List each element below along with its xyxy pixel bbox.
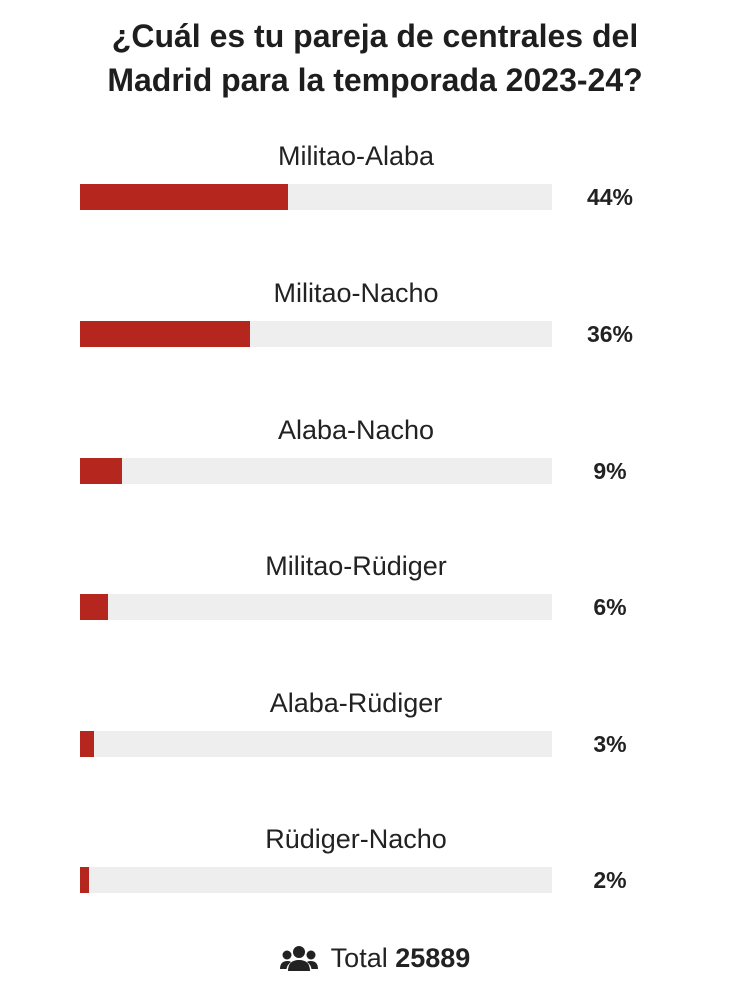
poll-option-percent: 36% [586, 321, 634, 347]
poll-option-label: Alaba-Nacho [277, 415, 435, 445]
poll-option-label: Rüdiger-Nacho [265, 824, 447, 854]
poll-total: Total 25889 [0, 940, 750, 980]
poll-option-militao-alaba[interactable]: Militao-Alaba 44% [0, 140, 750, 220]
poll-option-militao-rudiger[interactable]: Militao-Rüdiger 6% [0, 550, 750, 630]
poll-bar-track [80, 458, 552, 484]
poll-question: ¿Cuál es tu pareja de centrales del Madr… [0, 14, 750, 102]
users-icon [279, 944, 318, 980]
poll-bar-track [80, 867, 552, 893]
poll-bar-track [80, 184, 552, 210]
poll-bar-fill [80, 184, 288, 210]
poll-option-percent: 9% [593, 458, 627, 484]
poll-option-label: Militao-Nacho [273, 278, 439, 308]
poll-option-label: Militao-Rüdiger [265, 551, 447, 581]
poll-option-rudiger-nacho[interactable]: Rüdiger-Nacho 2% [0, 823, 750, 903]
poll-option-militao-nacho[interactable]: Militao-Nacho 36% [0, 277, 750, 357]
poll-question-line-2: Madrid para la temporada 2023-24? [107, 62, 643, 98]
poll-option-percent: 6% [593, 594, 627, 620]
poll-bar-fill [80, 458, 123, 484]
poll-option-label: Alaba-Rüdiger [269, 688, 443, 718]
poll-bar-fill [80, 594, 109, 620]
poll-option-percent: 3% [593, 731, 627, 757]
total-value: 25889 [395, 943, 471, 973]
poll-bar-fill [80, 321, 250, 347]
poll-bar-fill [80, 867, 90, 893]
poll-bar-track [80, 321, 552, 347]
poll-question-line-1: ¿Cuál es tu pareja de centrales del [111, 18, 639, 54]
poll-bar-track [80, 731, 552, 757]
poll-bar-track [80, 594, 552, 620]
poll-option-percent: 44% [586, 184, 634, 210]
poll-option-alaba-nacho[interactable]: Alaba-Nacho 9% [0, 414, 750, 494]
total-label: Total [330, 943, 388, 973]
poll-bar-fill [80, 731, 95, 757]
poll-option-alaba-rudiger[interactable]: Alaba-Rüdiger 3% [0, 687, 750, 767]
poll-option-label: Militao-Alaba [277, 141, 435, 171]
poll-option-percent: 2% [593, 867, 627, 893]
